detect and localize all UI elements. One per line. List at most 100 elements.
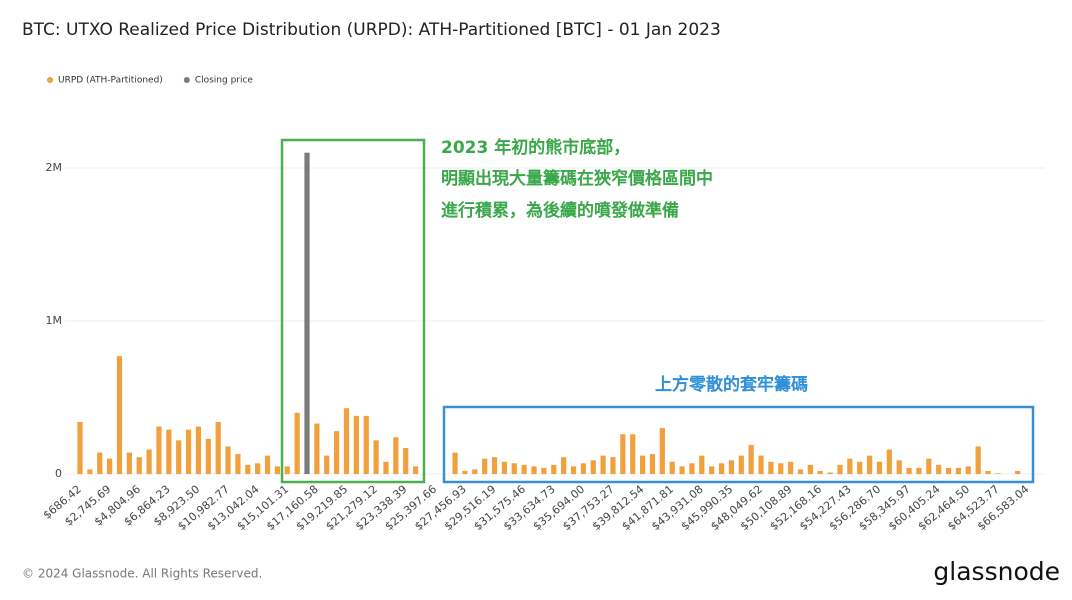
bar (965, 466, 971, 474)
bar (185, 429, 192, 474)
bar (916, 467, 922, 474)
bar (758, 455, 764, 474)
bar (334, 431, 340, 474)
bar (876, 461, 883, 474)
chart-title: BTC: UTXO Realized Price Distribution (U… (22, 20, 721, 40)
bar (896, 460, 902, 474)
bar (107, 458, 113, 474)
bar (679, 466, 685, 474)
bar (945, 467, 952, 474)
bar (235, 454, 241, 474)
highlight-box (442, 405, 1035, 484)
bar (886, 449, 892, 474)
bar (77, 421, 83, 474)
bar (827, 472, 833, 474)
brand-logo: glassnode (933, 557, 1060, 586)
copyright: © 2024 Glassnode. All Rights Reserved. (22, 567, 262, 581)
bar (847, 458, 853, 474)
bar (156, 426, 162, 474)
bar (511, 463, 517, 474)
bar (531, 466, 537, 474)
bar (778, 463, 784, 474)
bar (926, 458, 932, 474)
annotation: 2023 年初的熊市底部， (441, 137, 630, 158)
bar (97, 452, 103, 474)
highlight-box (280, 138, 426, 484)
bar (146, 449, 152, 474)
bar (462, 470, 468, 474)
bar (867, 455, 873, 474)
bar (126, 452, 132, 474)
bar (452, 452, 458, 474)
bar (797, 469, 804, 474)
legend-label: URPD (ATH-Partitioned) (58, 76, 163, 86)
bar (630, 434, 636, 474)
bar (383, 461, 389, 474)
bar (176, 440, 182, 474)
bar (906, 467, 912, 474)
bar (768, 461, 774, 474)
bar (491, 457, 498, 474)
bar (718, 463, 725, 474)
bar (985, 470, 991, 474)
bar (728, 460, 735, 474)
bar (412, 466, 419, 474)
bar (403, 447, 409, 474)
bar (807, 464, 813, 474)
y-tick-label: 1M (46, 314, 63, 327)
bar (215, 421, 221, 474)
bar (837, 464, 843, 474)
bar (521, 464, 527, 474)
bar (975, 446, 981, 474)
bar (639, 455, 646, 474)
bar (570, 466, 577, 474)
bar (738, 455, 744, 474)
bar (353, 415, 359, 474)
bar (541, 467, 547, 474)
bar (955, 467, 962, 474)
bar (343, 408, 350, 474)
annotation: 明顯出現大量籌碼在狹窄價格區間中 (441, 168, 713, 189)
bar (373, 440, 379, 474)
bar (590, 460, 596, 474)
y-tick-label: 2M (46, 161, 63, 174)
bar (610, 457, 616, 474)
bar (709, 466, 715, 474)
legend-marker (183, 77, 190, 83)
bar (205, 438, 211, 474)
bar (600, 455, 606, 474)
bar (136, 457, 142, 474)
bar (995, 473, 1001, 474)
bar (689, 463, 695, 474)
bar (561, 457, 567, 474)
bar (255, 463, 261, 474)
bar (264, 455, 271, 474)
bar (294, 412, 300, 474)
bar (393, 437, 399, 474)
bar (274, 466, 280, 474)
bar (225, 446, 231, 474)
bar (551, 464, 557, 474)
bar (245, 464, 251, 474)
bar (748, 444, 754, 474)
bar (501, 461, 508, 474)
legend-label: Closing price (195, 76, 254, 86)
bar (1015, 470, 1021, 474)
bar (87, 469, 93, 474)
bar (817, 470, 823, 474)
bar (659, 428, 665, 474)
annotation: 進行積累，為後續的噴發做準備 (441, 200, 679, 221)
bar (166, 429, 172, 474)
bar (669, 461, 675, 474)
bar (363, 415, 369, 474)
bar (116, 356, 123, 474)
bar (936, 464, 942, 474)
bar (620, 434, 626, 474)
legend-marker (47, 77, 53, 83)
bar (482, 458, 488, 474)
bar (649, 454, 656, 474)
bar (580, 463, 586, 474)
bar (284, 466, 290, 474)
bar (304, 152, 310, 474)
